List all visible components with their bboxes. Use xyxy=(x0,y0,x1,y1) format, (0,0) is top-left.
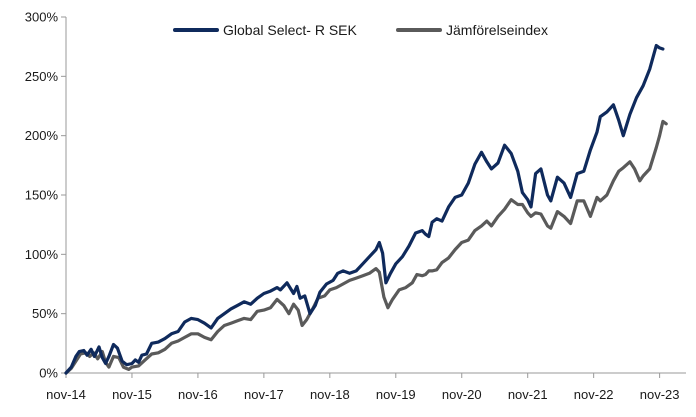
y-axis: 0% 50% 100% 150% 200% 250% 300% xyxy=(25,10,67,381)
y-tick-label: 100% xyxy=(25,247,59,262)
y-tick-label: 150% xyxy=(25,188,59,203)
series-line-global-select xyxy=(64,43,665,375)
legend: Global Select- R SEK Jämförelseindex xyxy=(173,22,548,38)
x-tick-label: nov-18 xyxy=(310,387,350,402)
x-tick-label: nov-21 xyxy=(508,387,548,402)
y-tick-label: 300% xyxy=(25,10,59,25)
x-tick-label: nov-19 xyxy=(376,387,416,402)
x-tick-label: nov-22 xyxy=(574,387,614,402)
x-axis: nov-14 nov-15 nov-16 nov-17 nov-18 nov-19 nov-… xyxy=(46,372,686,402)
x-tick-label: nov-16 xyxy=(178,387,218,402)
x-tick-label: nov-23 xyxy=(640,387,680,402)
x-tick-label: nov-15 xyxy=(112,387,152,402)
y-tick-label: 200% xyxy=(25,128,59,143)
y-tick-label: 50% xyxy=(32,306,58,321)
y-tick-label: 250% xyxy=(25,69,59,84)
legend-item-jamforelseindex: Jämförelseindex xyxy=(396,22,548,38)
x-tick-label: nov-20 xyxy=(442,387,482,402)
series-line-jamforelseindex xyxy=(64,119,668,375)
x-tick-label: nov-17 xyxy=(244,387,284,402)
legend-label: Global Select- R SEK xyxy=(223,22,357,38)
legend-label: Jämförelseindex xyxy=(446,22,548,38)
series-lines xyxy=(64,43,668,375)
legend-item-global-select: Global Select- R SEK xyxy=(173,22,357,38)
y-tick-label: 0% xyxy=(39,366,58,381)
x-tick-label: nov-14 xyxy=(46,387,86,402)
